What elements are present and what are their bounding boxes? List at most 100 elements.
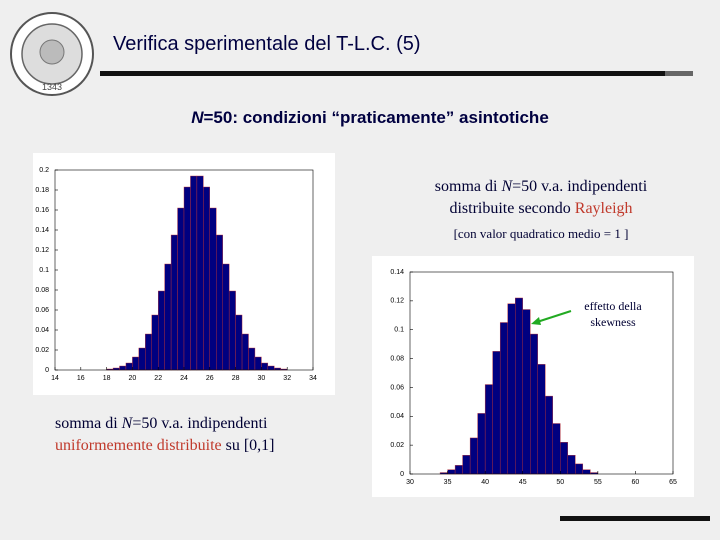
x-tick-label: 65 — [669, 479, 677, 486]
caption-left: somma di N=50 v.a. indipendenti uniforme… — [55, 413, 275, 457]
x-tick-label: 26 — [206, 375, 214, 382]
x-tick-label: 40 — [481, 479, 489, 486]
annotation-arrow — [531, 310, 572, 325]
bar — [492, 351, 501, 475]
caption-text: =50 v.a. indipendenti — [132, 415, 268, 432]
title-rule — [100, 71, 665, 76]
x-tick-label: 30 — [258, 375, 266, 382]
y-tick-label: 0.1 — [394, 327, 404, 334]
bar — [119, 365, 127, 371]
y-tick-label: 0.04 — [390, 413, 404, 420]
caption-note: [con valor quadratico medio = 1 ] — [453, 226, 629, 241]
x-tick-label: 45 — [519, 479, 527, 486]
caption-text: distribuite secondo — [449, 200, 571, 217]
x-tick-label: 14 — [51, 375, 59, 382]
bar — [132, 356, 140, 371]
bar — [552, 423, 561, 475]
bar — [157, 290, 165, 371]
bar — [537, 364, 546, 475]
bar — [190, 175, 198, 371]
bar — [125, 362, 133, 371]
bar — [454, 465, 463, 475]
caption-line: somma di N=50 v.a. indipendenti — [400, 176, 682, 198]
bar — [196, 175, 204, 371]
bar — [203, 186, 211, 371]
y-tick-label: 0.02 — [390, 442, 404, 449]
bar — [183, 186, 191, 371]
x-tick-label: 16 — [77, 375, 85, 382]
caption-text: somma di — [434, 178, 498, 195]
y-tick-label: 0.08 — [35, 287, 49, 294]
bar — [235, 314, 243, 371]
caption-text: =50 v.a. indipendenti — [512, 178, 648, 195]
x-tick-label: 18 — [103, 375, 111, 382]
caption-italic: N — [501, 178, 513, 195]
bar — [522, 309, 531, 475]
bar — [462, 455, 471, 475]
x-tick-label: 35 — [444, 479, 452, 486]
bar — [138, 347, 146, 371]
y-tick-label: 0.06 — [35, 307, 49, 314]
caption-line: distribuite secondo Rayleigh — [400, 198, 682, 220]
y-tick-label: 0.08 — [390, 355, 404, 362]
bar — [177, 207, 185, 371]
bar — [254, 356, 262, 371]
y-tick-label: 0.1 — [39, 267, 49, 274]
bar — [447, 469, 456, 475]
caption-red: uniformemente distribuite — [55, 437, 222, 454]
bar — [477, 413, 486, 475]
bar — [222, 263, 230, 371]
y-tick-label: 0.14 — [35, 227, 49, 234]
bar — [216, 234, 223, 371]
logo: 1343 — [10, 12, 94, 96]
bar — [484, 384, 493, 475]
bar — [560, 442, 569, 475]
caption-text: su [0,1] — [225, 437, 275, 454]
bar — [145, 333, 152, 371]
caption-red: Rayleigh — [574, 200, 633, 217]
y-tick-label: 0.04 — [35, 327, 49, 334]
y-tick-label: 0 — [45, 367, 49, 374]
footer-rule — [560, 516, 710, 521]
y-tick-label: 0.18 — [35, 187, 49, 194]
bar — [209, 207, 217, 371]
x-tick-label: 32 — [283, 375, 291, 382]
bar — [582, 469, 591, 475]
x-tick-label: 30 — [406, 479, 414, 486]
x-tick-label: 28 — [232, 375, 240, 382]
caption-italic: N — [121, 415, 133, 432]
bar — [151, 314, 159, 371]
bar — [499, 322, 508, 475]
subtitle-italic: N — [191, 108, 204, 127]
bar — [228, 290, 236, 371]
axes-frame — [409, 271, 674, 475]
bar — [567, 455, 576, 475]
y-tick-label: 0.16 — [35, 207, 49, 214]
subtitle: N=50: condizioni “praticamente” asintoti… — [0, 108, 720, 128]
y-tick-label: 0.02 — [35, 347, 49, 354]
caption-right: somma di N=50 v.a. indipendenti distribu… — [400, 176, 682, 245]
y-tick-label: 0.12 — [35, 247, 49, 254]
chart-rayleigh: 0 0.02 0.04 0.06 0.08 0.1 0.12 0.14 30 35 40 45 50 55… — [372, 256, 694, 497]
bar — [164, 263, 172, 371]
annotation: effetto della skewness — [565, 298, 661, 330]
bar — [507, 303, 516, 475]
bar — [530, 333, 538, 475]
bar — [261, 362, 269, 371]
bar — [545, 395, 553, 475]
bar — [248, 347, 256, 371]
x-tick-label: 50 — [556, 479, 564, 486]
chart-uniform: 0 0.02 0.04 0.06 0.08 0.1 0.12 0.14 0.16 0.18 0.2 1… — [33, 153, 335, 395]
x-tick-label: 20 — [129, 375, 137, 382]
x-tick-label: 22 — [154, 375, 162, 382]
bar — [241, 333, 249, 371]
caption-line: uniformemente distribuite su [0,1] — [55, 435, 275, 457]
caption-text: somma di — [55, 415, 118, 432]
caption-line: somma di N=50 v.a. indipendenti — [55, 413, 275, 435]
title-rule-end — [665, 71, 693, 76]
bar — [575, 463, 584, 475]
y-tick-label: 0.06 — [390, 384, 404, 391]
y-tick-label: 0.14 — [390, 269, 404, 276]
bar — [170, 234, 178, 371]
annotation-line: effetto della — [584, 299, 642, 313]
